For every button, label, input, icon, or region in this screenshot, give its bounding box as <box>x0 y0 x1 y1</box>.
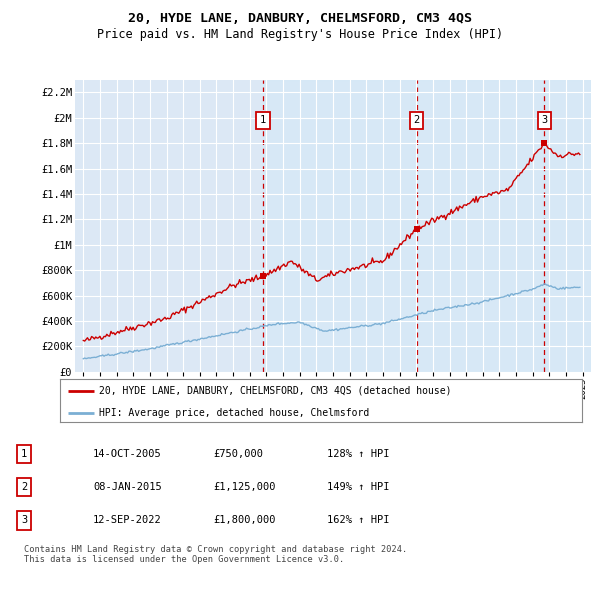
Text: 08-JAN-2015: 08-JAN-2015 <box>93 482 162 491</box>
Text: £1,800,000: £1,800,000 <box>213 516 275 525</box>
Text: 128% ↑ HPI: 128% ↑ HPI <box>327 450 389 459</box>
Text: 20, HYDE LANE, DANBURY, CHELMSFORD, CM3 4QS (detached house): 20, HYDE LANE, DANBURY, CHELMSFORD, CM3 … <box>99 386 452 396</box>
Text: 149% ↑ HPI: 149% ↑ HPI <box>327 482 389 491</box>
Bar <box>544 80 591 372</box>
Text: 2: 2 <box>21 482 27 491</box>
Text: Price paid vs. HM Land Registry's House Price Index (HPI): Price paid vs. HM Land Registry's House … <box>97 28 503 41</box>
Text: Contains HM Land Registry data © Crown copyright and database right 2024.
This d: Contains HM Land Registry data © Crown c… <box>24 545 407 564</box>
Text: HPI: Average price, detached house, Chelmsford: HPI: Average price, detached house, Chel… <box>99 408 370 418</box>
Text: 1: 1 <box>21 450 27 459</box>
Text: £750,000: £750,000 <box>213 450 263 459</box>
Text: 1: 1 <box>260 115 266 125</box>
Text: £1,125,000: £1,125,000 <box>213 482 275 491</box>
Text: 12-SEP-2022: 12-SEP-2022 <box>93 516 162 525</box>
Text: 2: 2 <box>413 115 419 125</box>
Text: 3: 3 <box>541 115 548 125</box>
Bar <box>416 80 544 372</box>
Text: 20, HYDE LANE, DANBURY, CHELMSFORD, CM3 4QS: 20, HYDE LANE, DANBURY, CHELMSFORD, CM3 … <box>128 12 472 25</box>
Text: 14-OCT-2005: 14-OCT-2005 <box>93 450 162 459</box>
Bar <box>263 80 416 372</box>
Text: 162% ↑ HPI: 162% ↑ HPI <box>327 516 389 525</box>
Text: 3: 3 <box>21 516 27 525</box>
